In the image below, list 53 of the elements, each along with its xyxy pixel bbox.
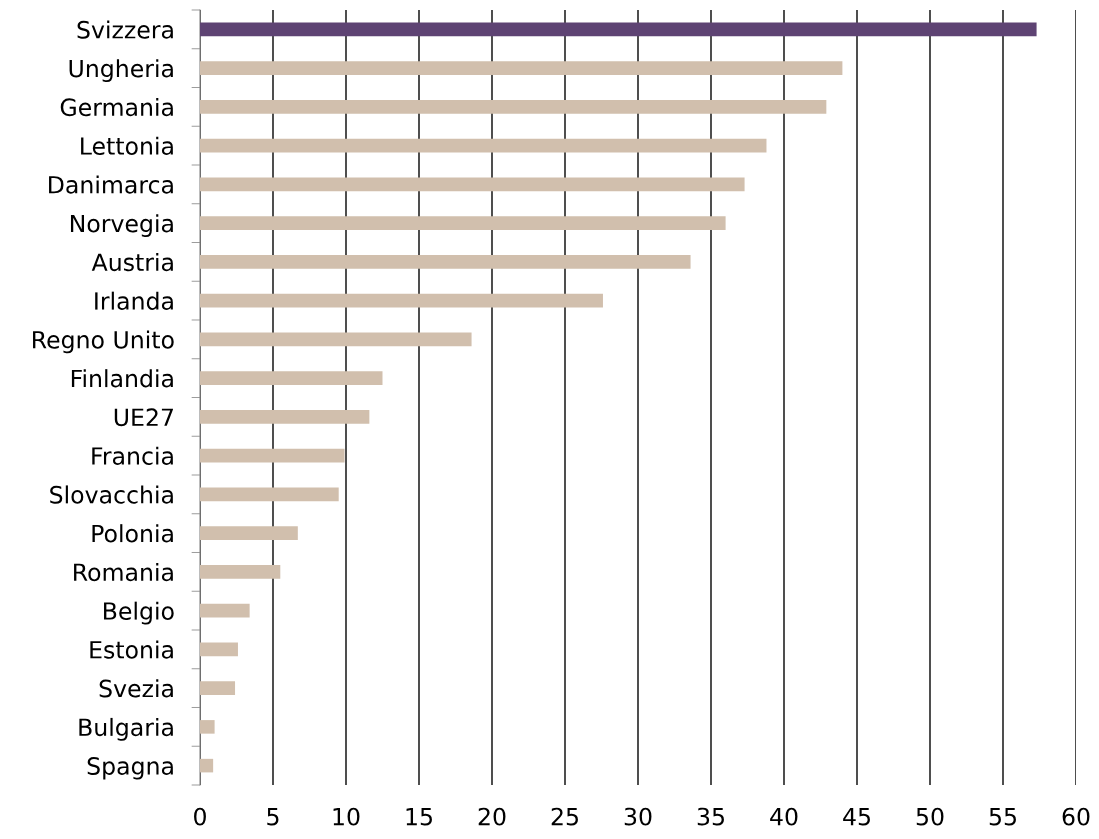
bar (200, 371, 383, 385)
bar (200, 642, 238, 657)
x-tick-label: 15 (406, 807, 432, 826)
bar (200, 410, 370, 424)
bar (200, 720, 215, 734)
bar (200, 603, 250, 618)
y-tick-label: Polonia (92, 524, 173, 543)
x-tick-label: 25 (551, 807, 578, 826)
y-tick-label: Norvegia (70, 214, 173, 238)
y-tick-label: Francia (92, 446, 173, 465)
y-tick-label: Irlanda (95, 291, 173, 310)
bar (200, 100, 827, 114)
x-tick-label: 55 (989, 807, 1016, 826)
bar (200, 216, 726, 230)
bar (200, 487, 339, 502)
bar (200, 681, 236, 695)
y-tick-label: Finlandia (71, 369, 173, 388)
bar (200, 758, 214, 773)
bar (200, 293, 603, 308)
y-tick-label: Spagna (87, 757, 173, 780)
x-tick-label: 30 (624, 807, 652, 826)
x-tick-label: 5 (267, 807, 279, 826)
y-tick-label: Ungheria (69, 59, 173, 83)
y-tick-label: Austria (91, 252, 173, 272)
y-tick-label: Svizzera (77, 20, 173, 39)
x-tick-label: 45 (843, 807, 870, 826)
y-tick-label: Lettonia (81, 136, 173, 155)
x-tick-label: 40 (770, 807, 798, 826)
bar (200, 448, 345, 463)
bar (200, 332, 472, 347)
y-tick-label: Germania (60, 97, 173, 117)
bar (200, 61, 843, 75)
y-tick-label: Romania (74, 562, 173, 582)
x-tick-label: 50 (916, 807, 944, 826)
x-tick-label: 0 (194, 807, 206, 826)
bar (200, 565, 281, 579)
x-tick-label: 60 (1062, 807, 1090, 826)
y-tick-label: Svezia (99, 679, 173, 698)
y-tick-label: Estonia (90, 640, 173, 659)
bar (200, 22, 1037, 37)
y-tick-label: Slovacchia (50, 485, 173, 504)
bar (200, 138, 767, 153)
x-tick-label: 10 (333, 807, 360, 826)
y-tick-label: Bulgaria (79, 717, 173, 741)
y-tick-label: UE27 (114, 408, 173, 427)
y-tick-label: Regno Unito (33, 330, 174, 354)
bar (200, 526, 298, 540)
y-tick-label: Danimarca (49, 175, 173, 194)
bar (200, 255, 691, 269)
x-tick-label: 35 (697, 807, 724, 826)
bar (200, 177, 745, 192)
y-tick-label: Belgio (104, 601, 174, 625)
x-tick-label: 20 (478, 807, 506, 826)
